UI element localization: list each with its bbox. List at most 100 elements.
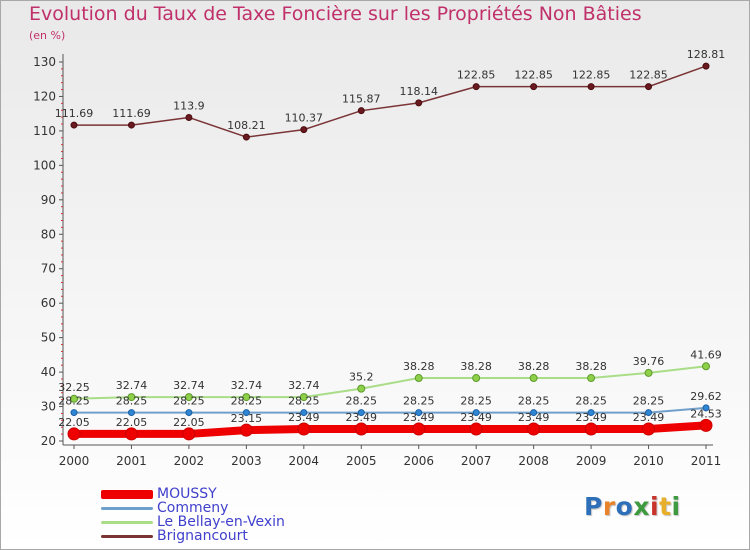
data-label: 108.21	[227, 119, 266, 132]
y-tick-label: 110	[33, 124, 56, 138]
series-line	[73, 365, 707, 400]
data-label: 41.69	[690, 348, 722, 361]
series-line	[70, 421, 710, 438]
data-point	[239, 423, 253, 437]
data-label: 22.05	[116, 416, 148, 429]
x-tick-label: 2010	[633, 454, 664, 468]
data-label: 29.62	[690, 390, 722, 403]
data-label: 22.05	[173, 416, 205, 429]
legend-swatch	[101, 520, 153, 524]
data-label: 35.2	[349, 371, 374, 384]
data-label: 38.28	[460, 360, 492, 373]
legend-label: Brignancourt	[157, 528, 248, 544]
legend-item: Commeny	[101, 501, 228, 515]
x-tick-label: 2000	[59, 454, 90, 468]
data-label: 28.25	[288, 395, 320, 408]
x-tick-label: 2008	[518, 454, 549, 468]
x-tick-label: 2001	[116, 454, 147, 468]
data-label: 28.25	[403, 395, 435, 408]
data-point	[472, 83, 480, 91]
legend-label: MOUSSY	[157, 486, 217, 502]
data-label: 28.25	[518, 395, 550, 408]
data-label: 122.85	[572, 69, 611, 82]
y-tick-label: 70	[41, 262, 56, 276]
data-label: 38.28	[403, 360, 435, 373]
data-label: 28.25	[346, 395, 378, 408]
y-tick-label: 80	[41, 227, 56, 241]
logo-letter: r	[602, 492, 616, 521]
data-point	[644, 368, 653, 377]
y-tick-label: 20	[41, 434, 56, 448]
data-label: 23.49	[460, 411, 492, 424]
x-tick-label: 2004	[289, 454, 320, 468]
unit-label: (en %)	[29, 29, 66, 42]
data-point	[530, 83, 538, 91]
y-tick-label: 40	[41, 365, 56, 379]
data-point	[645, 83, 653, 91]
y-tick-label: 100	[33, 158, 56, 172]
data-point	[702, 404, 710, 412]
series-line	[73, 65, 707, 138]
logo-letter: o	[615, 492, 634, 521]
legend-label: Commeny	[157, 500, 229, 516]
data-point	[702, 62, 710, 70]
data-label: 111.69	[112, 107, 151, 120]
data-label: 32.25	[58, 381, 90, 394]
data-point	[299, 393, 308, 402]
data-label: 22.05	[58, 416, 90, 429]
data-point	[242, 393, 251, 402]
data-label: 28.25	[633, 395, 665, 408]
y-tick-label: 30	[41, 400, 56, 414]
chart-title: Evolution du Taux de Taxe Foncière sur l…	[29, 3, 642, 25]
data-point	[702, 362, 710, 371]
logo-letter: t	[659, 492, 672, 521]
data-label: 23.49	[633, 411, 665, 424]
logo-letter: P	[584, 492, 603, 521]
x-tick-label: 2003	[231, 454, 262, 468]
legend-item: MOUSSY	[101, 487, 217, 501]
data-label: 28.25	[460, 395, 492, 408]
data-label: 23.49	[288, 411, 320, 424]
data-label: 39.76	[633, 355, 665, 368]
data-point	[414, 374, 423, 383]
data-point	[70, 394, 78, 403]
data-point	[354, 422, 368, 436]
proxiti-logo: Proxiti	[584, 492, 681, 521]
data-label: 23.15	[231, 412, 263, 425]
data-label: 128.81	[687, 48, 726, 61]
data-label: 28.25	[58, 395, 90, 408]
data-point	[297, 422, 311, 436]
data-label: 118.14	[399, 85, 438, 98]
logo-letter: x	[633, 492, 650, 521]
data-label: 111.69	[55, 107, 94, 120]
data-point	[587, 83, 595, 91]
data-point	[300, 409, 308, 417]
data-point	[415, 409, 423, 417]
legend-swatch	[101, 534, 153, 538]
data-label: 122.85	[457, 69, 496, 82]
data-label: 110.37	[285, 112, 324, 125]
data-label: 28.25	[231, 395, 263, 408]
x-tick-label: 2011	[691, 454, 722, 468]
data-label: 122.85	[514, 69, 553, 82]
legend-swatch	[101, 506, 153, 510]
legend-label: Le Bellay-en-Vexin	[157, 514, 285, 530]
data-point	[587, 409, 595, 417]
data-point	[185, 113, 193, 121]
legend-swatch	[101, 489, 153, 499]
data-point	[472, 409, 480, 417]
data-point	[184, 393, 193, 402]
data-point	[645, 409, 653, 417]
data-point	[70, 409, 78, 417]
data-point	[527, 422, 541, 436]
x-tick-label: 2007	[461, 454, 492, 468]
data-point	[300, 126, 308, 134]
data-label: 23.49	[346, 411, 378, 424]
data-point	[529, 374, 538, 383]
y-tick-label: 120	[33, 89, 56, 103]
legend-item: Le Bellay-en-Vexin	[101, 515, 285, 529]
x-tick-label: 2006	[403, 454, 434, 468]
data-point	[587, 374, 596, 383]
data-label: 122.85	[629, 69, 668, 82]
